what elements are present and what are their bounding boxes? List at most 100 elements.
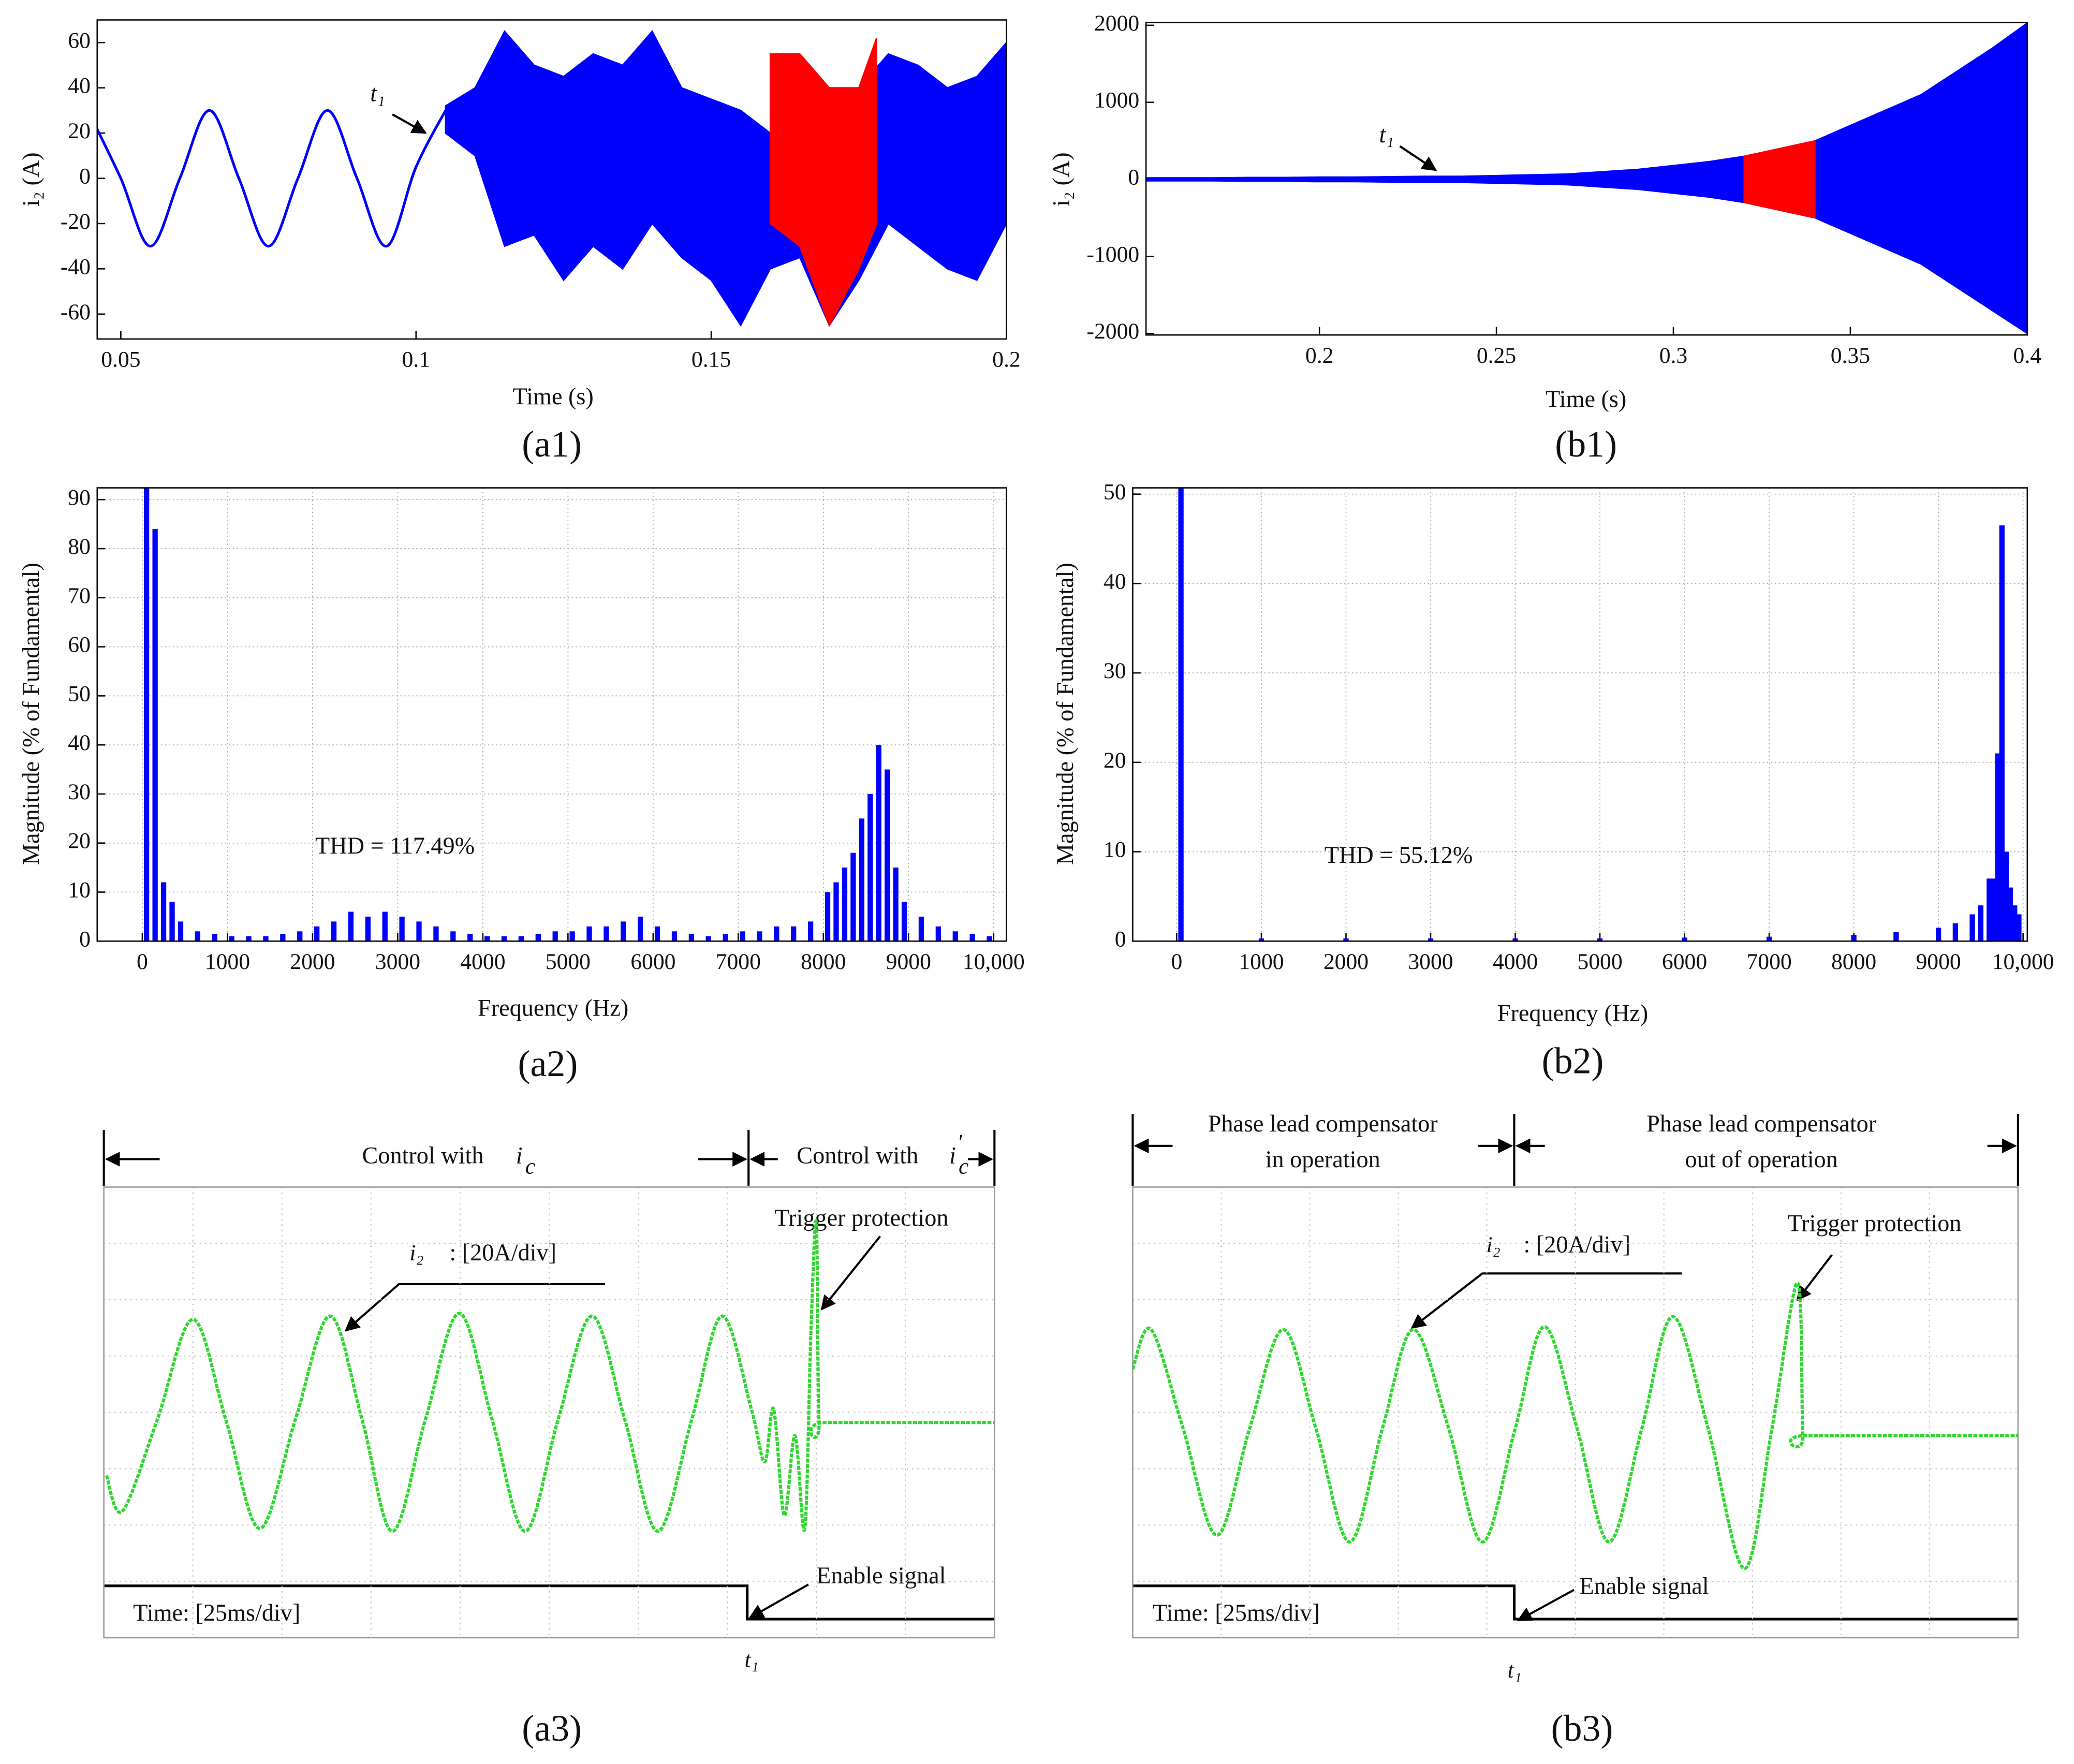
bar xyxy=(1428,938,1434,942)
x-tick-label: 0.35 xyxy=(1831,343,1870,368)
bar xyxy=(842,868,848,942)
x-tick-label: 7000 xyxy=(716,949,761,974)
enable-label: Enable signal xyxy=(816,1562,946,1589)
x-tick-label: 0.2 xyxy=(1305,343,1334,368)
y-axis-label: Magnitude (% of Fundamental) xyxy=(18,563,44,865)
x-tick-label: 2000 xyxy=(1323,949,1369,974)
y-tick-label: 90 xyxy=(68,485,91,510)
signal-trace xyxy=(105,1219,995,1533)
bar xyxy=(901,902,907,942)
x-tick-label: 2000 xyxy=(290,949,335,974)
y-tick-label: 40 xyxy=(68,74,91,98)
x-tick-label: 6000 xyxy=(630,949,675,974)
header-text: Control with xyxy=(362,1142,484,1169)
envelope-area xyxy=(769,38,877,327)
signal-label: i₂ xyxy=(409,1240,423,1265)
x-tick-label: 10,000 xyxy=(963,949,1025,974)
bar xyxy=(195,931,201,942)
x-tick-label: 0.1 xyxy=(402,347,430,372)
bar xyxy=(2003,851,2009,942)
panel: -60 -40 -20 0 20 40 60 0.05 0.1 0.15 0.2 Time (s) i₂… xyxy=(18,19,1021,465)
x-tick-label: 0.3 xyxy=(1659,343,1688,368)
bar xyxy=(450,931,456,942)
annotation: THD = 55.12% xyxy=(1325,842,1473,868)
x-tick-label: 10,000 xyxy=(1992,949,2054,974)
y-tick-label: 0 xyxy=(1115,927,1126,951)
y-tick-label: 30 xyxy=(1104,658,1126,683)
x-tick-label: 0.2 xyxy=(992,347,1021,372)
bar xyxy=(2012,905,2018,942)
bar xyxy=(833,882,839,942)
y-tick-label: 70 xyxy=(68,583,91,608)
bar xyxy=(484,936,490,942)
envelope-area xyxy=(445,30,1007,327)
x-tick-label: 6000 xyxy=(1662,949,1707,974)
caption: (b2) xyxy=(1542,1040,1604,1082)
panel xyxy=(103,1186,995,1639)
bar xyxy=(740,931,745,942)
bar xyxy=(807,921,814,942)
header-sub: c xyxy=(525,1154,535,1179)
signal-trace xyxy=(1132,1281,2018,1570)
bar xyxy=(688,934,694,942)
y-tick-label: 0 xyxy=(79,927,91,951)
bar xyxy=(169,902,175,942)
y-tick-label: 20 xyxy=(68,119,91,143)
y-tick-label: 40 xyxy=(1104,569,1126,594)
bar xyxy=(893,868,899,942)
y-axis-label: i₂ (A) xyxy=(1048,152,1074,207)
bar xyxy=(586,926,592,942)
panel: 0 10 20 30 40 50 0 1000 2000 3000 4000 5000 6000 7000… xyxy=(1052,480,2054,1082)
scope-frame xyxy=(1132,1186,2019,1639)
arrow xyxy=(748,1583,809,1619)
line xyxy=(97,109,447,248)
y-tick-label: 0 xyxy=(79,164,91,189)
trigger-label: Trigger protection xyxy=(775,1204,949,1231)
envelope-area xyxy=(1146,22,2027,334)
x-tick-label: 5000 xyxy=(1577,949,1622,974)
x-tick-label: 0.25 xyxy=(1477,343,1516,368)
bar xyxy=(825,892,831,942)
bar xyxy=(160,882,167,942)
bar xyxy=(1952,923,1958,942)
bar xyxy=(918,916,924,942)
bar xyxy=(867,793,873,942)
annotation: t₁ xyxy=(370,80,385,107)
time-label: Time: [25ms/div] xyxy=(133,1599,300,1626)
header-text: Phase lead compensator xyxy=(1646,1110,1876,1137)
bar xyxy=(348,912,354,942)
t1-label: t₁ xyxy=(1508,1658,1522,1683)
bar xyxy=(1991,878,1996,942)
b3-layout xyxy=(1131,1114,2019,1622)
bar xyxy=(1682,937,1687,942)
bar xyxy=(314,926,320,942)
y-axis-label: Magnitude (% of Fundamental) xyxy=(1052,563,1078,865)
bar xyxy=(654,926,660,942)
caption: (b1) xyxy=(1555,423,1617,465)
y-tick-label: 60 xyxy=(68,28,91,53)
bar xyxy=(263,936,269,942)
caption: (a2) xyxy=(518,1043,578,1084)
arrow xyxy=(1399,145,1437,171)
annotation: THD = 117.49% xyxy=(315,832,475,859)
header-text: Control with xyxy=(797,1142,918,1169)
y-tick-label: 10 xyxy=(1104,837,1126,862)
bar xyxy=(604,926,609,942)
y-tick-label: -2000 xyxy=(1086,319,1139,344)
y-tick-label: 1000 xyxy=(1094,88,1139,113)
y-tick-label: 80 xyxy=(68,534,91,559)
arrow xyxy=(344,1283,605,1332)
signal-label: i₂ xyxy=(1487,1232,1501,1257)
arrow xyxy=(391,113,427,134)
bar xyxy=(2016,914,2022,942)
bar xyxy=(152,529,158,942)
scale-label: : [20A/div] xyxy=(1523,1231,1630,1258)
header-var: i xyxy=(516,1142,523,1169)
y-tick-label: 30 xyxy=(68,780,91,804)
arrow xyxy=(820,1236,881,1311)
bar xyxy=(229,936,234,942)
x-tick-label: 9000 xyxy=(886,949,931,974)
bar xyxy=(1987,878,1992,942)
y-tick-label: 50 xyxy=(1104,480,1126,505)
